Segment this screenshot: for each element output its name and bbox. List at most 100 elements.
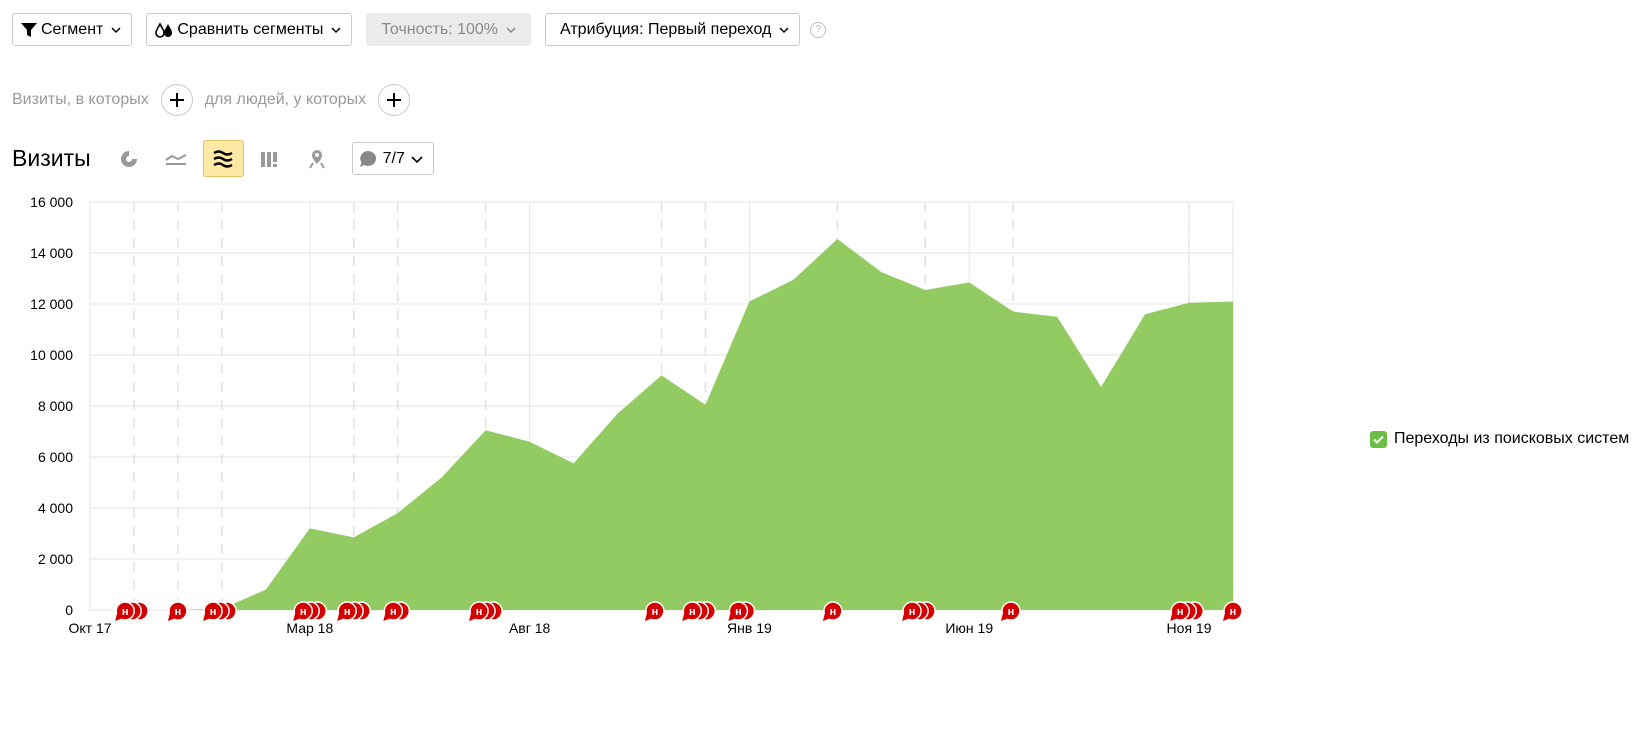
- plus-icon: [169, 93, 184, 107]
- note-marker[interactable]: [1001, 601, 1021, 621]
- add-people-condition-button[interactable]: [378, 84, 411, 116]
- pie-chart-button[interactable]: [109, 140, 150, 177]
- note-marker[interactable]: [1223, 601, 1243, 621]
- note-marker-label: н: [1230, 606, 1237, 618]
- map-pin-icon: [309, 149, 326, 169]
- area-chart: 0 2 000 4 000 6 000 8 000 10 000 12 000 14 000 1…: [30, 194, 1243, 636]
- area-chart-button[interactable]: [202, 140, 244, 177]
- data-point: [351, 534, 357, 540]
- data-point: [1098, 384, 1104, 390]
- y-tick-label: 6 000: [38, 449, 73, 465]
- data-point: [1054, 314, 1060, 320]
- note-marker-label: н: [909, 606, 916, 618]
- x-tick-label: Ноя 19: [1167, 620, 1212, 636]
- y-tick-label: 16 000: [30, 194, 73, 210]
- note-marker[interactable]: [383, 601, 404, 621]
- note-marker-label: н: [689, 606, 696, 618]
- add-visit-condition-button[interactable]: [160, 84, 193, 116]
- note-marker-tail: [902, 613, 911, 621]
- note-marker-label: н: [1177, 606, 1184, 618]
- note-marker[interactable]: [337, 601, 357, 621]
- accuracy-label: Точность: 100%: [381, 20, 499, 38]
- y-tick-label: 12 000: [30, 296, 73, 312]
- note-marker-tail: [167, 613, 176, 621]
- note-marker-tail: [822, 613, 831, 621]
- map-chart-button[interactable]: [297, 140, 338, 177]
- series-area: [90, 238, 1233, 610]
- note-marker[interactable]: [168, 601, 188, 621]
- y-tick-label: 10 000: [30, 347, 73, 363]
- note-marker-label: н: [830, 606, 837, 618]
- x-tick-label: Мар 18: [286, 620, 333, 636]
- plus-icon: [387, 93, 402, 107]
- legend-checkbox[interactable]: [1370, 430, 1387, 448]
- data-point: [834, 236, 840, 242]
- accuracy-button[interactable]: Точность: 100%: [366, 13, 532, 46]
- data-point: [395, 510, 401, 516]
- note-marker-tail: [1000, 613, 1009, 621]
- compare-segments-button[interactable]: Сравнить сегменты: [146, 13, 353, 46]
- y-tick-label: 0: [65, 602, 73, 618]
- note-marker[interactable]: [682, 601, 703, 621]
- chevron-down-icon: [111, 26, 121, 33]
- note-marker-tail: [1170, 613, 1179, 621]
- data-point: [702, 402, 708, 408]
- note-marker-label: н: [175, 606, 182, 618]
- note-marker-label: н: [735, 606, 742, 618]
- chart-title: Визиты: [12, 145, 91, 171]
- x-tick-label: Авг 18: [509, 620, 551, 636]
- segment-button[interactable]: Сегмент: [12, 13, 133, 46]
- data-point: [439, 474, 445, 480]
- note-marker-tail: [469, 613, 478, 621]
- note-marker[interactable]: [469, 601, 489, 621]
- note-marker[interactable]: [1170, 601, 1190, 621]
- note-marker-label: н: [1008, 606, 1015, 618]
- data-point: [966, 279, 972, 285]
- note-marker[interactable]: [203, 601, 223, 621]
- toolbar: Сегмент Сравнить сегменты Точность: 100%…: [12, 13, 827, 46]
- line-chart-icon: [165, 153, 187, 165]
- help-icon[interactable]: ?: [810, 21, 827, 38]
- check-icon: [1373, 435, 1384, 444]
- data-point: [615, 411, 621, 417]
- note-marker[interactable]: [293, 601, 313, 621]
- people-filter-label: для людей, у которых: [204, 91, 367, 108]
- data-point: [1142, 311, 1148, 317]
- x-tick-label: Июн 19: [945, 620, 993, 636]
- data-point: [1230, 298, 1236, 304]
- note-marker-tail: [1223, 613, 1231, 621]
- segment-label: Сегмент: [41, 20, 104, 38]
- note-marker-tail: [115, 613, 124, 621]
- compare-label: Сравнить сегменты: [177, 20, 324, 38]
- note-marker[interactable]: [902, 601, 922, 621]
- bar-chart-icon: [261, 151, 278, 167]
- note-marker[interactable]: [645, 601, 665, 621]
- bar-chart-button[interactable]: [250, 140, 291, 177]
- note-marker-tail: [383, 613, 392, 621]
- note-marker-label: н: [300, 606, 307, 618]
- note-marker[interactable]: [823, 601, 843, 621]
- chevron-down-icon: [411, 155, 423, 163]
- chevron-down-icon: [506, 26, 516, 33]
- data-point: [527, 439, 533, 445]
- line-chart-button[interactable]: [156, 140, 197, 177]
- note-marker-tail: [203, 613, 212, 621]
- legend: Переходы из поисковых систем: [1370, 430, 1629, 448]
- note-marker[interactable]: [728, 601, 749, 621]
- note-marker-label: н: [476, 606, 483, 618]
- data-point: [483, 427, 489, 433]
- attribution-label: Атрибуция: Первый переход: [560, 20, 772, 38]
- attribution-button[interactable]: Атрибуция: Первый переход: [545, 13, 801, 46]
- data-point: [1186, 300, 1192, 306]
- notes-dropdown[interactable]: 7/7: [351, 142, 434, 175]
- visits-filter-label: Визиты, в которых: [12, 91, 149, 108]
- x-tick-label: Окт 17: [68, 620, 111, 636]
- y-tick-label: 8 000: [38, 398, 73, 414]
- pie-chart-icon: [121, 150, 138, 167]
- data-point: [659, 372, 665, 378]
- area-chart-icon: [213, 149, 233, 168]
- data-point: [571, 460, 577, 466]
- note-marker-tail: [728, 613, 737, 621]
- note-marker[interactable]: [115, 601, 135, 621]
- data-point: [746, 298, 752, 304]
